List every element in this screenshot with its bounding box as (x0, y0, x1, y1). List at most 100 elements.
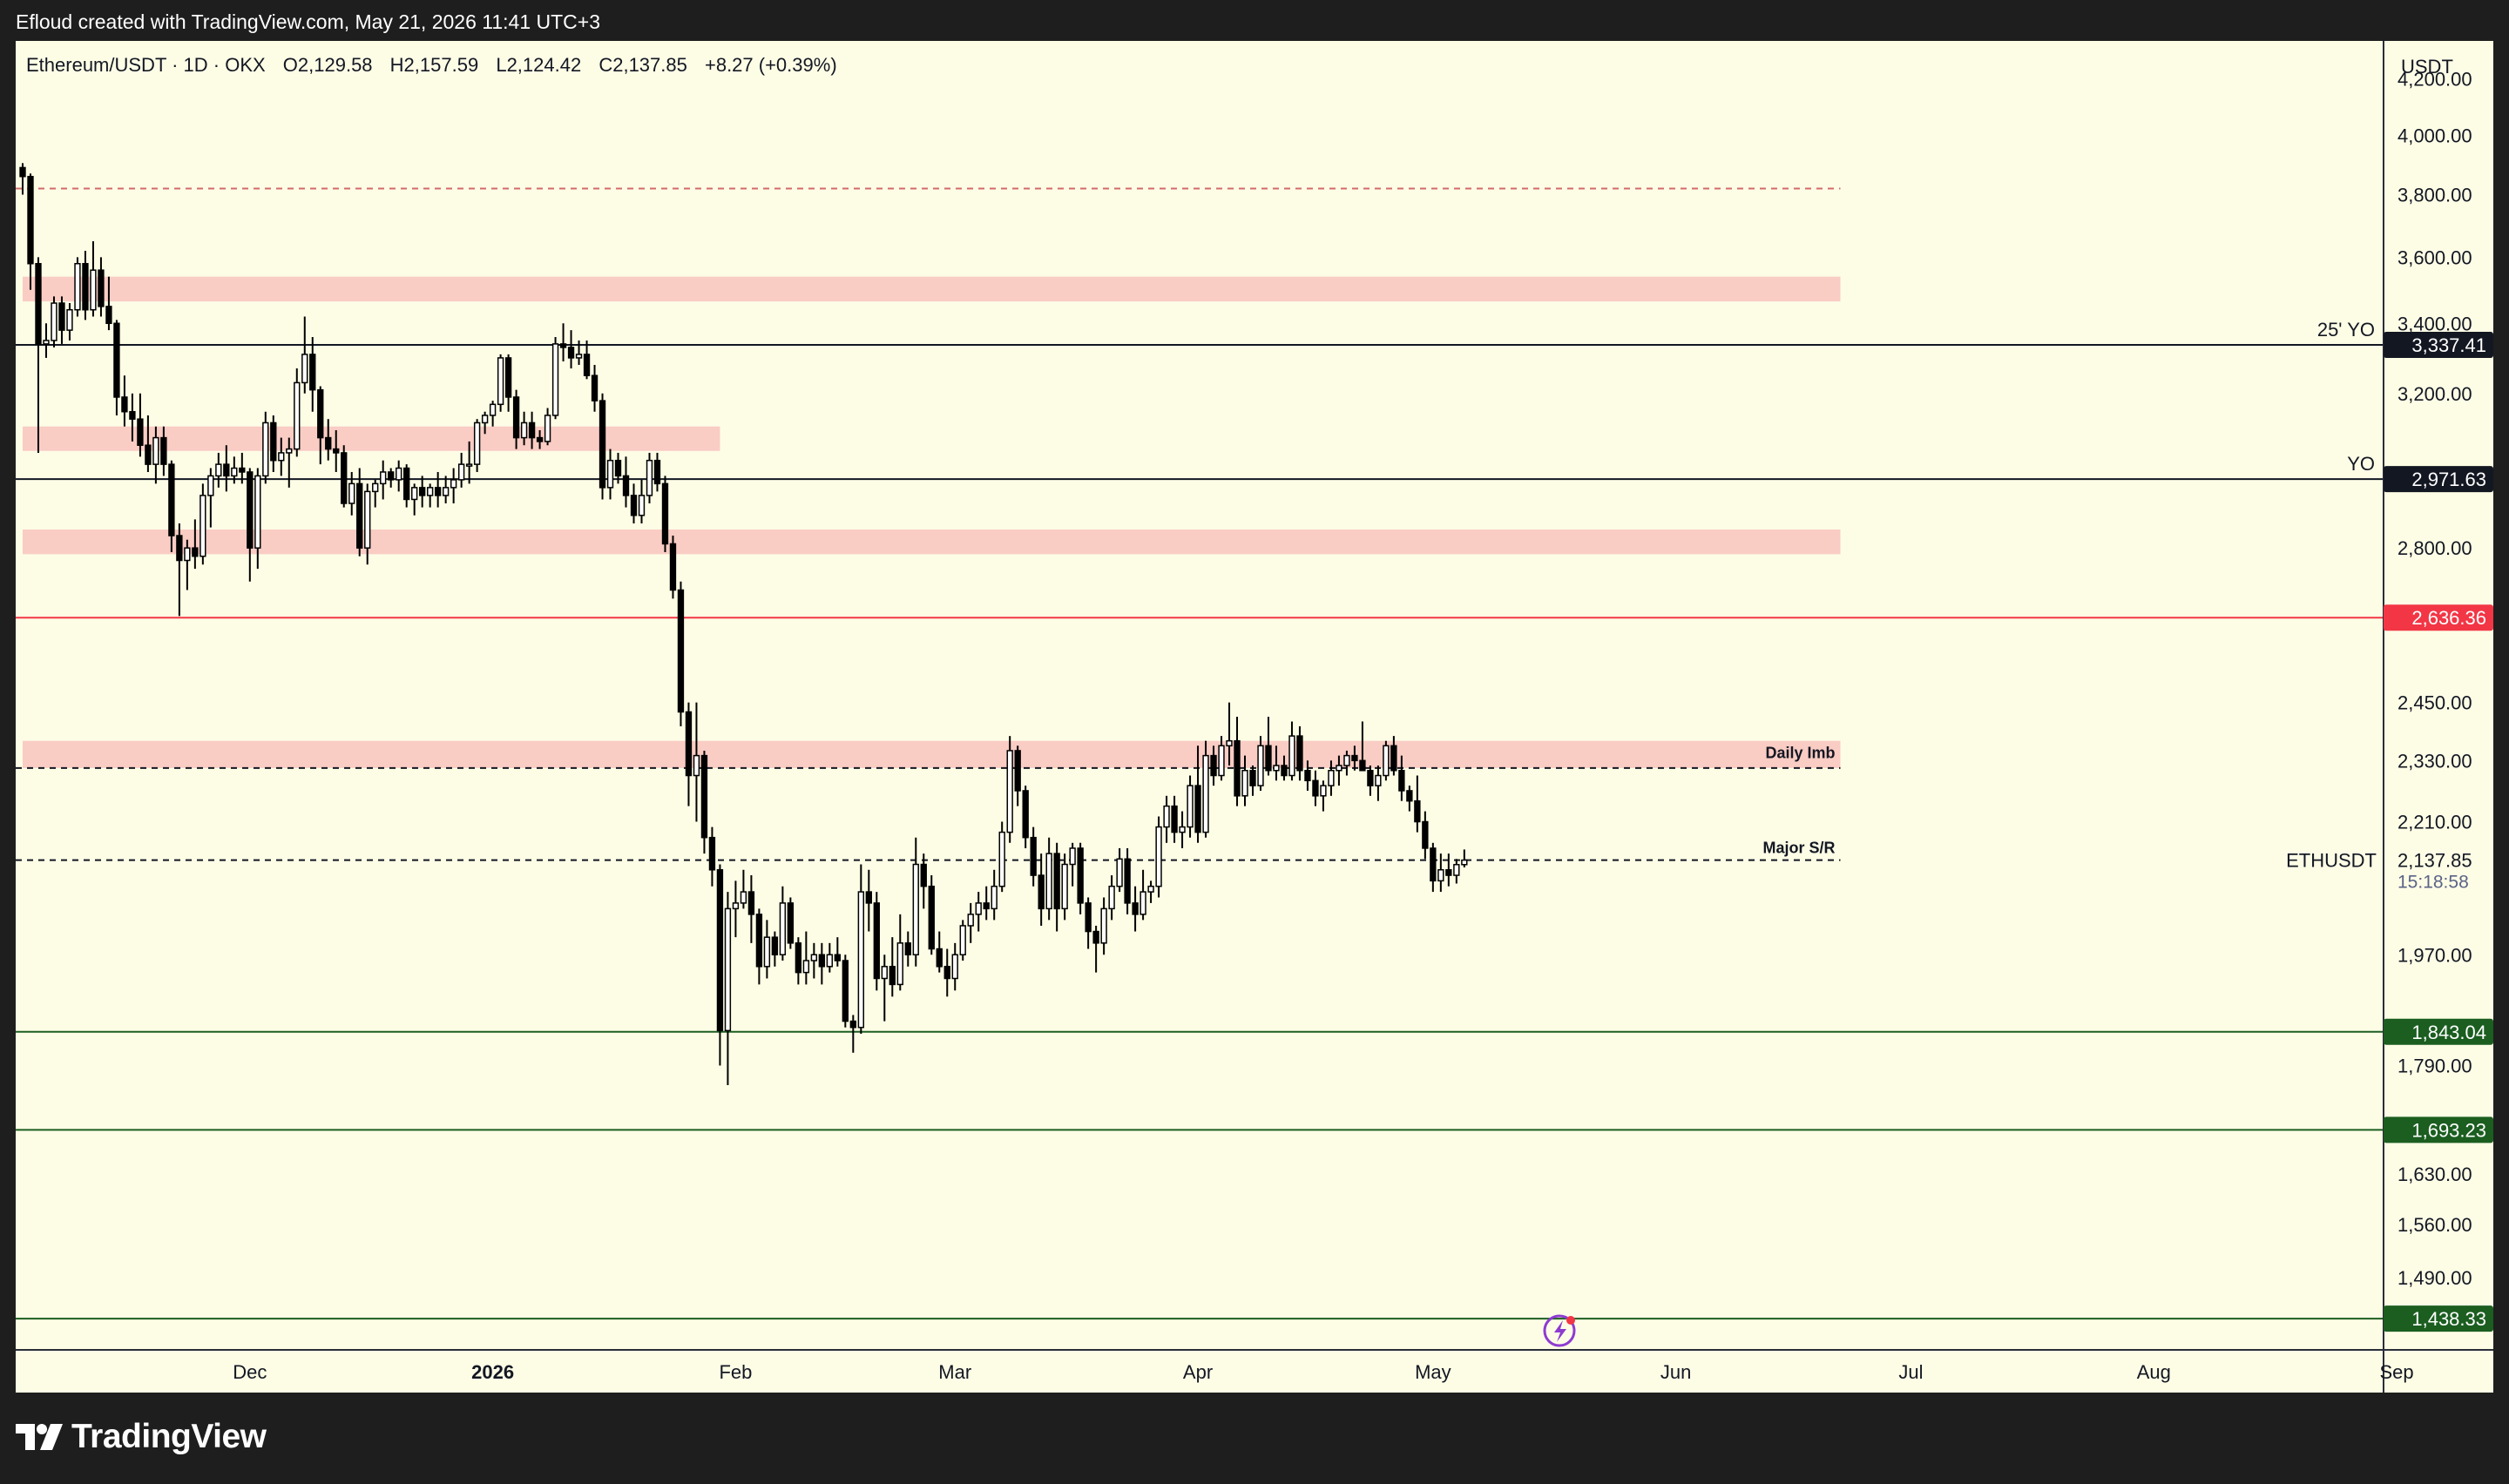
candle-body (975, 902, 982, 915)
candle-body (121, 396, 128, 413)
candle-body (247, 471, 254, 549)
candle-body (129, 410, 136, 420)
time-tick-label: Dec (233, 1361, 267, 1383)
lightning-icon[interactable] (1543, 1314, 1576, 1347)
candle-body (998, 831, 1005, 887)
candle-body (473, 422, 481, 465)
candle-body (818, 954, 826, 968)
price-label-bg (2384, 1305, 2493, 1332)
candle-body (826, 954, 834, 968)
candle-body (1234, 739, 1241, 797)
candle-body (419, 487, 426, 496)
levels-layer: 25' YO YO Major S/R ETHUSDT (16, 187, 2384, 1320)
candle-body (301, 354, 308, 384)
candle-body (1249, 770, 1256, 786)
candle-body (1414, 799, 1421, 823)
candle-body (231, 467, 238, 477)
legend-low: L2,124.42 (496, 54, 581, 76)
candle-body (1226, 739, 1233, 747)
zone-2 (23, 426, 720, 451)
candle-body (896, 942, 903, 986)
candle-body (113, 322, 120, 398)
legend-close: C2,137.85 (599, 54, 687, 76)
price-tick-label: 2,800.00 (2397, 537, 2472, 559)
candle-body (215, 463, 222, 477)
candle-body (200, 495, 206, 557)
candle-body (1461, 859, 1468, 866)
candle-body (1343, 754, 1350, 766)
candle-body (677, 589, 685, 713)
candle-body (411, 487, 418, 501)
candle-body (1155, 826, 1162, 887)
tradingview-logo[interactable]: TradingView (16, 1418, 267, 1456)
time-tick-label: Mar (938, 1361, 971, 1383)
candle-body (105, 306, 112, 325)
candle-body (755, 914, 763, 968)
candle-body (1430, 847, 1437, 882)
candle-body (1163, 805, 1170, 828)
candle-body (842, 960, 849, 1022)
candle-body (1187, 785, 1194, 828)
candle-body (1328, 770, 1335, 786)
candle-body (936, 948, 943, 968)
price-axis[interactable]: USDT 3,337.41 2,971.63 2,636.36 1,843.04 1,6… (2384, 56, 2493, 1332)
candle-body (779, 902, 787, 956)
candle-body (1022, 790, 1029, 839)
candle-body (638, 495, 646, 516)
candle-body (294, 381, 301, 450)
candle-body (1257, 745, 1264, 786)
legend-text: Ethereum/USDT · 1D · OKX O2,129.58 H2,15… (26, 54, 837, 76)
candle-body (137, 418, 144, 446)
candle-body (669, 543, 677, 591)
candle-body (920, 863, 927, 887)
time-tick-label: Sep (2379, 1361, 2413, 1383)
candle-body (348, 482, 355, 504)
candle-body (544, 415, 551, 442)
candle-body (559, 343, 567, 348)
candle-body (1422, 820, 1429, 849)
candle-body (1194, 785, 1201, 833)
chart[interactable]: Daily Imb 25' YO YO Major S/R ETHUSDT USDT … (0, 0, 2509, 1393)
price-tick-label: 4,200.00 (2397, 69, 2472, 91)
candle-body (19, 166, 26, 178)
candle-body (1124, 858, 1131, 904)
legend-change: +8.27 (+0.39%) (705, 54, 837, 76)
candle-body (575, 354, 583, 359)
candle-body (207, 475, 214, 496)
legend-high: H2,157.59 (390, 54, 479, 76)
time-tick-label: May (1415, 1361, 1451, 1383)
candle-body (278, 452, 285, 462)
price-tick-label: 2,210.00 (2397, 812, 2472, 833)
candle-body (426, 487, 434, 496)
candle-body (646, 459, 653, 496)
price-tick-label: 3,400.00 (2397, 313, 2472, 334)
candle-body (685, 711, 693, 777)
candle-body (1014, 750, 1021, 792)
candle-body (967, 914, 974, 927)
candle-body (1218, 745, 1225, 777)
candle-body (1006, 750, 1013, 833)
candle-body (567, 347, 575, 359)
price-axis-currency[interactable]: USDT (2401, 56, 2453, 78)
candle-body (90, 269, 97, 311)
candle-body (192, 547, 199, 557)
candle-body (152, 436, 159, 465)
candle-body (802, 960, 810, 974)
time-axis[interactable]: Dec 2026 Feb Mar Apr May Jun Jul Aug Sep (233, 1361, 2413, 1383)
candle-body (520, 422, 528, 439)
candle-body (810, 954, 818, 961)
candle-body (1351, 754, 1358, 762)
candle-body (1116, 858, 1123, 887)
candle-body (881, 966, 888, 980)
candle-body (434, 487, 442, 496)
time-tick-label: Aug (2137, 1361, 2171, 1383)
candle-body (693, 754, 700, 777)
price-label: 1,843.04 (2411, 1022, 2486, 1043)
countdown-label: 15:18:58 (2397, 873, 2469, 893)
candle-body (512, 396, 520, 439)
candle-body (606, 459, 614, 489)
price-tick-label: 3,800.00 (2397, 185, 2472, 206)
candle-body (481, 415, 489, 424)
ohlc-legend: Ethereum/USDT · 1D · OKX O2,129.58 H2,15… (26, 54, 837, 76)
